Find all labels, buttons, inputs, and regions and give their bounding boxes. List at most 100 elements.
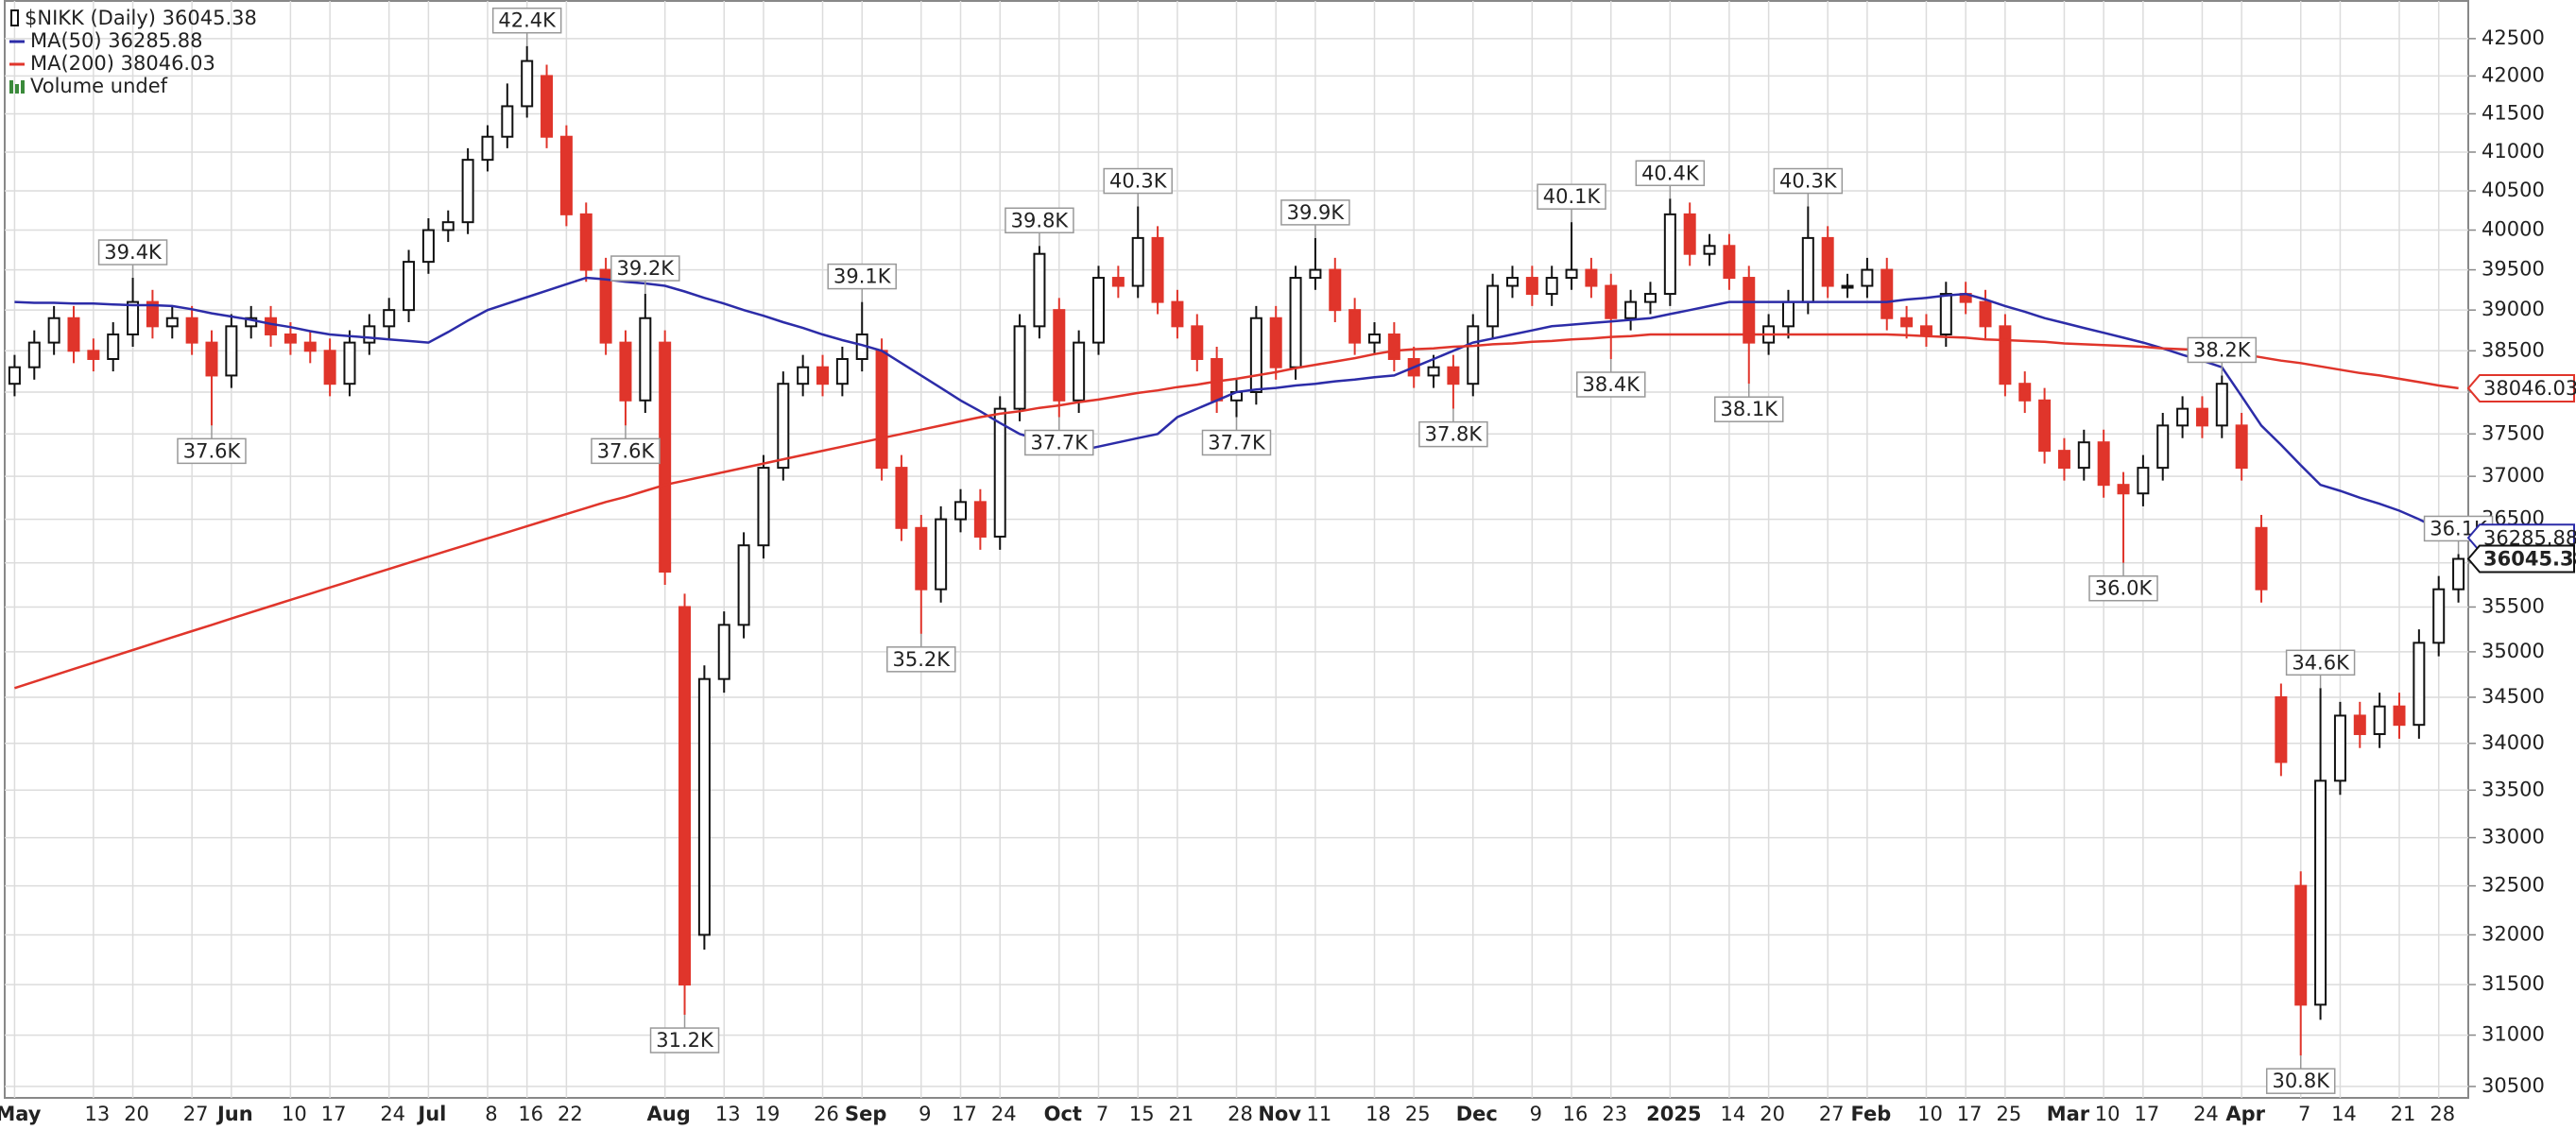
overlay: 30500 31000 31500 32000 32500 33000 33500 34000… xyxy=(0,7,2576,1125)
candle-body xyxy=(1861,268,1874,287)
candle-body xyxy=(717,624,730,680)
candle-body xyxy=(1111,277,1125,287)
y-tick-label: 40000 xyxy=(2482,218,2545,241)
x-tick-label: 10 xyxy=(1917,1103,1943,1125)
y-tick-label: 31500 xyxy=(2482,972,2545,995)
legend-label: MA(50) 36285.88 xyxy=(30,29,202,52)
candle-body xyxy=(797,366,810,385)
x-tick-label: 28 xyxy=(1228,1103,1253,1125)
candle-body xyxy=(146,300,159,328)
x-tick-label: 17 xyxy=(321,1103,347,1125)
x-tick-label: Jun xyxy=(215,1103,253,1125)
candle-body xyxy=(225,325,238,377)
x-tick-label: 27 xyxy=(1819,1103,1845,1125)
y-tick-label: 38500 xyxy=(2482,338,2545,361)
candle-body xyxy=(67,317,80,352)
annotation-box xyxy=(591,437,661,465)
annotation-label: 38.2K xyxy=(2193,338,2252,361)
candle-body xyxy=(737,544,750,626)
candle-body xyxy=(441,221,455,231)
x-tick-label: 22 xyxy=(558,1103,583,1125)
candle-body xyxy=(2255,526,2268,591)
annotation-box xyxy=(2285,649,2356,676)
x-tick-label: 21 xyxy=(1169,1103,1194,1125)
annotation-box xyxy=(1576,371,1646,398)
candle-body xyxy=(265,317,278,335)
candle-body xyxy=(1467,325,1480,385)
candle-body xyxy=(303,341,317,352)
candle-body xyxy=(2038,399,2052,453)
candle-body xyxy=(383,309,396,328)
candle-body xyxy=(2353,714,2366,735)
x-tick-label: Jul xyxy=(416,1103,446,1125)
candle-body xyxy=(1663,213,1676,296)
candle-body xyxy=(1683,213,1696,255)
x-tick-label: 28 xyxy=(2430,1103,2455,1125)
candle-body xyxy=(2373,705,2386,735)
candle-body xyxy=(2077,441,2090,470)
candle-body xyxy=(659,341,672,574)
candle-body xyxy=(2097,441,2110,487)
x-tick-label: Apr xyxy=(2225,1103,2265,1125)
candle-body xyxy=(1900,317,1914,328)
candle-body xyxy=(1348,309,1362,344)
candle-body xyxy=(1309,268,1322,280)
candle-body xyxy=(421,229,435,264)
annotation-box xyxy=(1280,199,1350,226)
candle-body xyxy=(323,350,336,385)
annotation-label: 38.1K xyxy=(1720,398,1778,420)
candle-body xyxy=(2215,383,2228,427)
candle-body xyxy=(1013,325,1026,410)
candle-body xyxy=(816,366,830,385)
x-tick-label: 18 xyxy=(1365,1103,1391,1125)
x-tick-label: 17 xyxy=(952,1103,977,1125)
annotation-box xyxy=(649,1027,720,1053)
candle-body xyxy=(1999,325,2012,385)
candle-body xyxy=(1171,300,1184,328)
annotation-box xyxy=(1773,167,1844,195)
candle-body xyxy=(283,333,297,344)
x-tick-label: 17 xyxy=(2135,1103,2160,1125)
candle-body xyxy=(678,606,692,986)
candle-body xyxy=(2117,484,2130,495)
y-tick-label: 42500 xyxy=(2482,26,2545,49)
grid xyxy=(5,1,2476,1098)
x-tick-label: 19 xyxy=(755,1103,781,1125)
candle-body xyxy=(127,300,140,335)
annotation-box xyxy=(177,437,247,465)
x-tick-label: May xyxy=(0,1103,42,1125)
x-tick-label: 14 xyxy=(1721,1103,1746,1125)
value-tag-label: 38046.03 xyxy=(2483,377,2576,400)
y-tick-label: 42000 xyxy=(2482,63,2545,86)
candle-body xyxy=(1447,366,1460,385)
candle-body xyxy=(1880,268,1894,319)
annotation-box xyxy=(886,646,956,673)
annotation-box xyxy=(1635,160,1706,187)
candle-body xyxy=(2195,407,2208,427)
legend-title: $NIKK (Daily) 36045.38 xyxy=(25,7,257,29)
candle-body xyxy=(1387,333,1400,360)
candle-body xyxy=(1643,293,1657,303)
y-tick-label: 41500 xyxy=(2482,101,2545,124)
annotation-label: 40.3K xyxy=(1109,170,1168,193)
x-tick-label: 13 xyxy=(84,1103,110,1125)
annotation-box xyxy=(1005,207,1074,234)
x-tick-label: Oct xyxy=(1044,1103,1082,1125)
y-tick-label: 37000 xyxy=(2482,464,2545,487)
annotation-label: 40.1K xyxy=(1543,185,1602,208)
candle-body xyxy=(343,341,356,385)
x-tick-label: 24 xyxy=(380,1103,405,1125)
y-tick-label: 37500 xyxy=(2482,421,2545,444)
candle-body xyxy=(461,159,474,224)
candle-body xyxy=(363,325,376,344)
candle-body xyxy=(541,75,554,138)
candle-body xyxy=(1919,325,1932,335)
candle-body xyxy=(2393,705,2406,727)
annotation-box xyxy=(1537,183,1606,210)
y-tick-label: 39000 xyxy=(2482,298,2545,320)
annotation-label: 37.7K xyxy=(1208,431,1266,454)
annotation-box xyxy=(2187,336,2258,364)
candle-body xyxy=(1269,317,1282,368)
candle-body xyxy=(2413,642,2426,727)
candle-body xyxy=(1801,236,1814,303)
